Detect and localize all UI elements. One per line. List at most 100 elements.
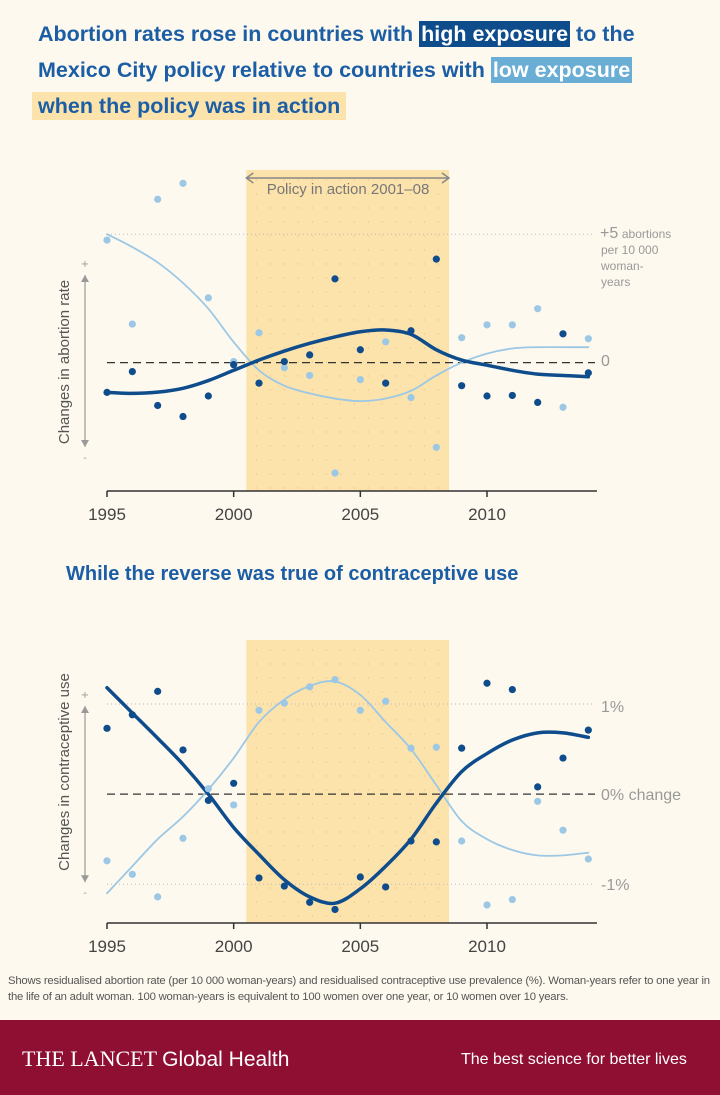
band-dot xyxy=(297,789,300,791)
band-dot xyxy=(353,915,356,917)
band-dot xyxy=(255,705,258,707)
band-dot xyxy=(437,277,440,279)
high-exposure-point xyxy=(331,905,339,914)
band-dot xyxy=(395,915,398,917)
band-dot xyxy=(423,859,426,861)
high-exposure-point xyxy=(103,724,111,732)
band-dot xyxy=(339,375,342,377)
band-dot xyxy=(325,221,328,223)
band-dot xyxy=(353,389,356,391)
band-dot xyxy=(283,487,286,489)
band-dot xyxy=(367,431,370,433)
band-dot xyxy=(255,649,258,651)
brand-name: THE LANCET xyxy=(22,1046,157,1071)
band-dot xyxy=(311,235,314,237)
band-dot xyxy=(395,263,398,265)
band-dot xyxy=(255,277,258,279)
band-dot xyxy=(381,249,384,251)
band-dot xyxy=(353,431,356,433)
high-exposure-point xyxy=(584,369,592,377)
band-dot xyxy=(423,473,426,475)
band-dot xyxy=(437,817,440,819)
band-dot xyxy=(283,663,286,665)
band-dot xyxy=(367,733,370,735)
band-dot xyxy=(311,445,314,447)
band-dot xyxy=(283,193,286,195)
band-dot xyxy=(423,319,426,321)
band-dot xyxy=(423,347,426,349)
band-dot xyxy=(367,487,370,489)
band-dot xyxy=(395,459,398,461)
band-dot xyxy=(269,263,272,265)
band-dot xyxy=(311,319,314,321)
band-dot xyxy=(395,761,398,763)
low-exposure-point xyxy=(382,338,390,346)
band-dot xyxy=(381,873,384,875)
band-dot xyxy=(283,389,286,391)
band-dot xyxy=(311,859,314,861)
band-dot xyxy=(255,459,258,461)
high-exposure-trend xyxy=(105,686,591,906)
band-dot xyxy=(255,487,258,489)
band-dot xyxy=(283,249,286,251)
band-dot xyxy=(423,649,426,651)
band-dot xyxy=(269,803,272,805)
band-dot xyxy=(311,473,314,475)
band-dot xyxy=(409,291,412,293)
band-dot xyxy=(311,817,314,819)
band-dot xyxy=(367,803,370,805)
band-dot xyxy=(255,747,258,749)
band-dot xyxy=(437,649,440,651)
band-dot xyxy=(297,677,300,679)
arrow-up-icon xyxy=(81,705,89,713)
band-dot xyxy=(269,431,272,433)
band-dot xyxy=(297,845,300,847)
band-dot xyxy=(297,733,300,735)
band-dot xyxy=(311,677,314,679)
contraceptive-chart: + - 1995 2000 2005 2010 Changes in contracept… xyxy=(56,640,681,956)
low-exposure-point xyxy=(584,855,592,863)
band-dot xyxy=(409,417,412,419)
high-exposure-point xyxy=(508,391,516,400)
band-dot xyxy=(255,431,258,433)
band-dot xyxy=(311,775,314,777)
high-exposure-point xyxy=(128,367,136,376)
low-exposure-point xyxy=(458,334,466,342)
band-dot xyxy=(381,705,384,707)
band-dot xyxy=(353,845,356,847)
low-exposure-point xyxy=(559,826,567,834)
low-exposure-point xyxy=(534,305,542,313)
band-dot xyxy=(367,691,370,693)
band-dot xyxy=(283,375,286,377)
band-dot xyxy=(353,347,356,349)
band-dot xyxy=(353,761,356,763)
band-dot xyxy=(269,291,272,293)
band-dot xyxy=(423,887,426,889)
band-dot xyxy=(269,207,272,209)
band-dot xyxy=(325,291,328,293)
band-dot xyxy=(437,375,440,377)
band-dot xyxy=(381,179,384,181)
band-dot xyxy=(367,445,370,447)
band-dot xyxy=(269,179,272,181)
policy-band xyxy=(246,640,449,923)
band-dot xyxy=(353,887,356,889)
band-dot xyxy=(283,873,286,875)
band-dot xyxy=(395,235,398,237)
band-dot xyxy=(437,901,440,903)
band-dot xyxy=(409,859,412,861)
band-dot xyxy=(283,347,286,349)
band-dot xyxy=(297,705,300,707)
band-dot xyxy=(381,193,384,195)
low-exposure-point xyxy=(306,371,314,380)
band-dot xyxy=(255,859,258,861)
band-dot xyxy=(269,887,272,889)
band-dot xyxy=(409,235,412,237)
band-dot xyxy=(409,887,412,889)
band-dot xyxy=(255,221,258,223)
band-dot xyxy=(437,705,440,707)
x-tick-label: 2000 xyxy=(215,505,253,524)
band-dot xyxy=(297,775,300,777)
band-dot xyxy=(269,761,272,763)
band-dot xyxy=(297,263,300,265)
